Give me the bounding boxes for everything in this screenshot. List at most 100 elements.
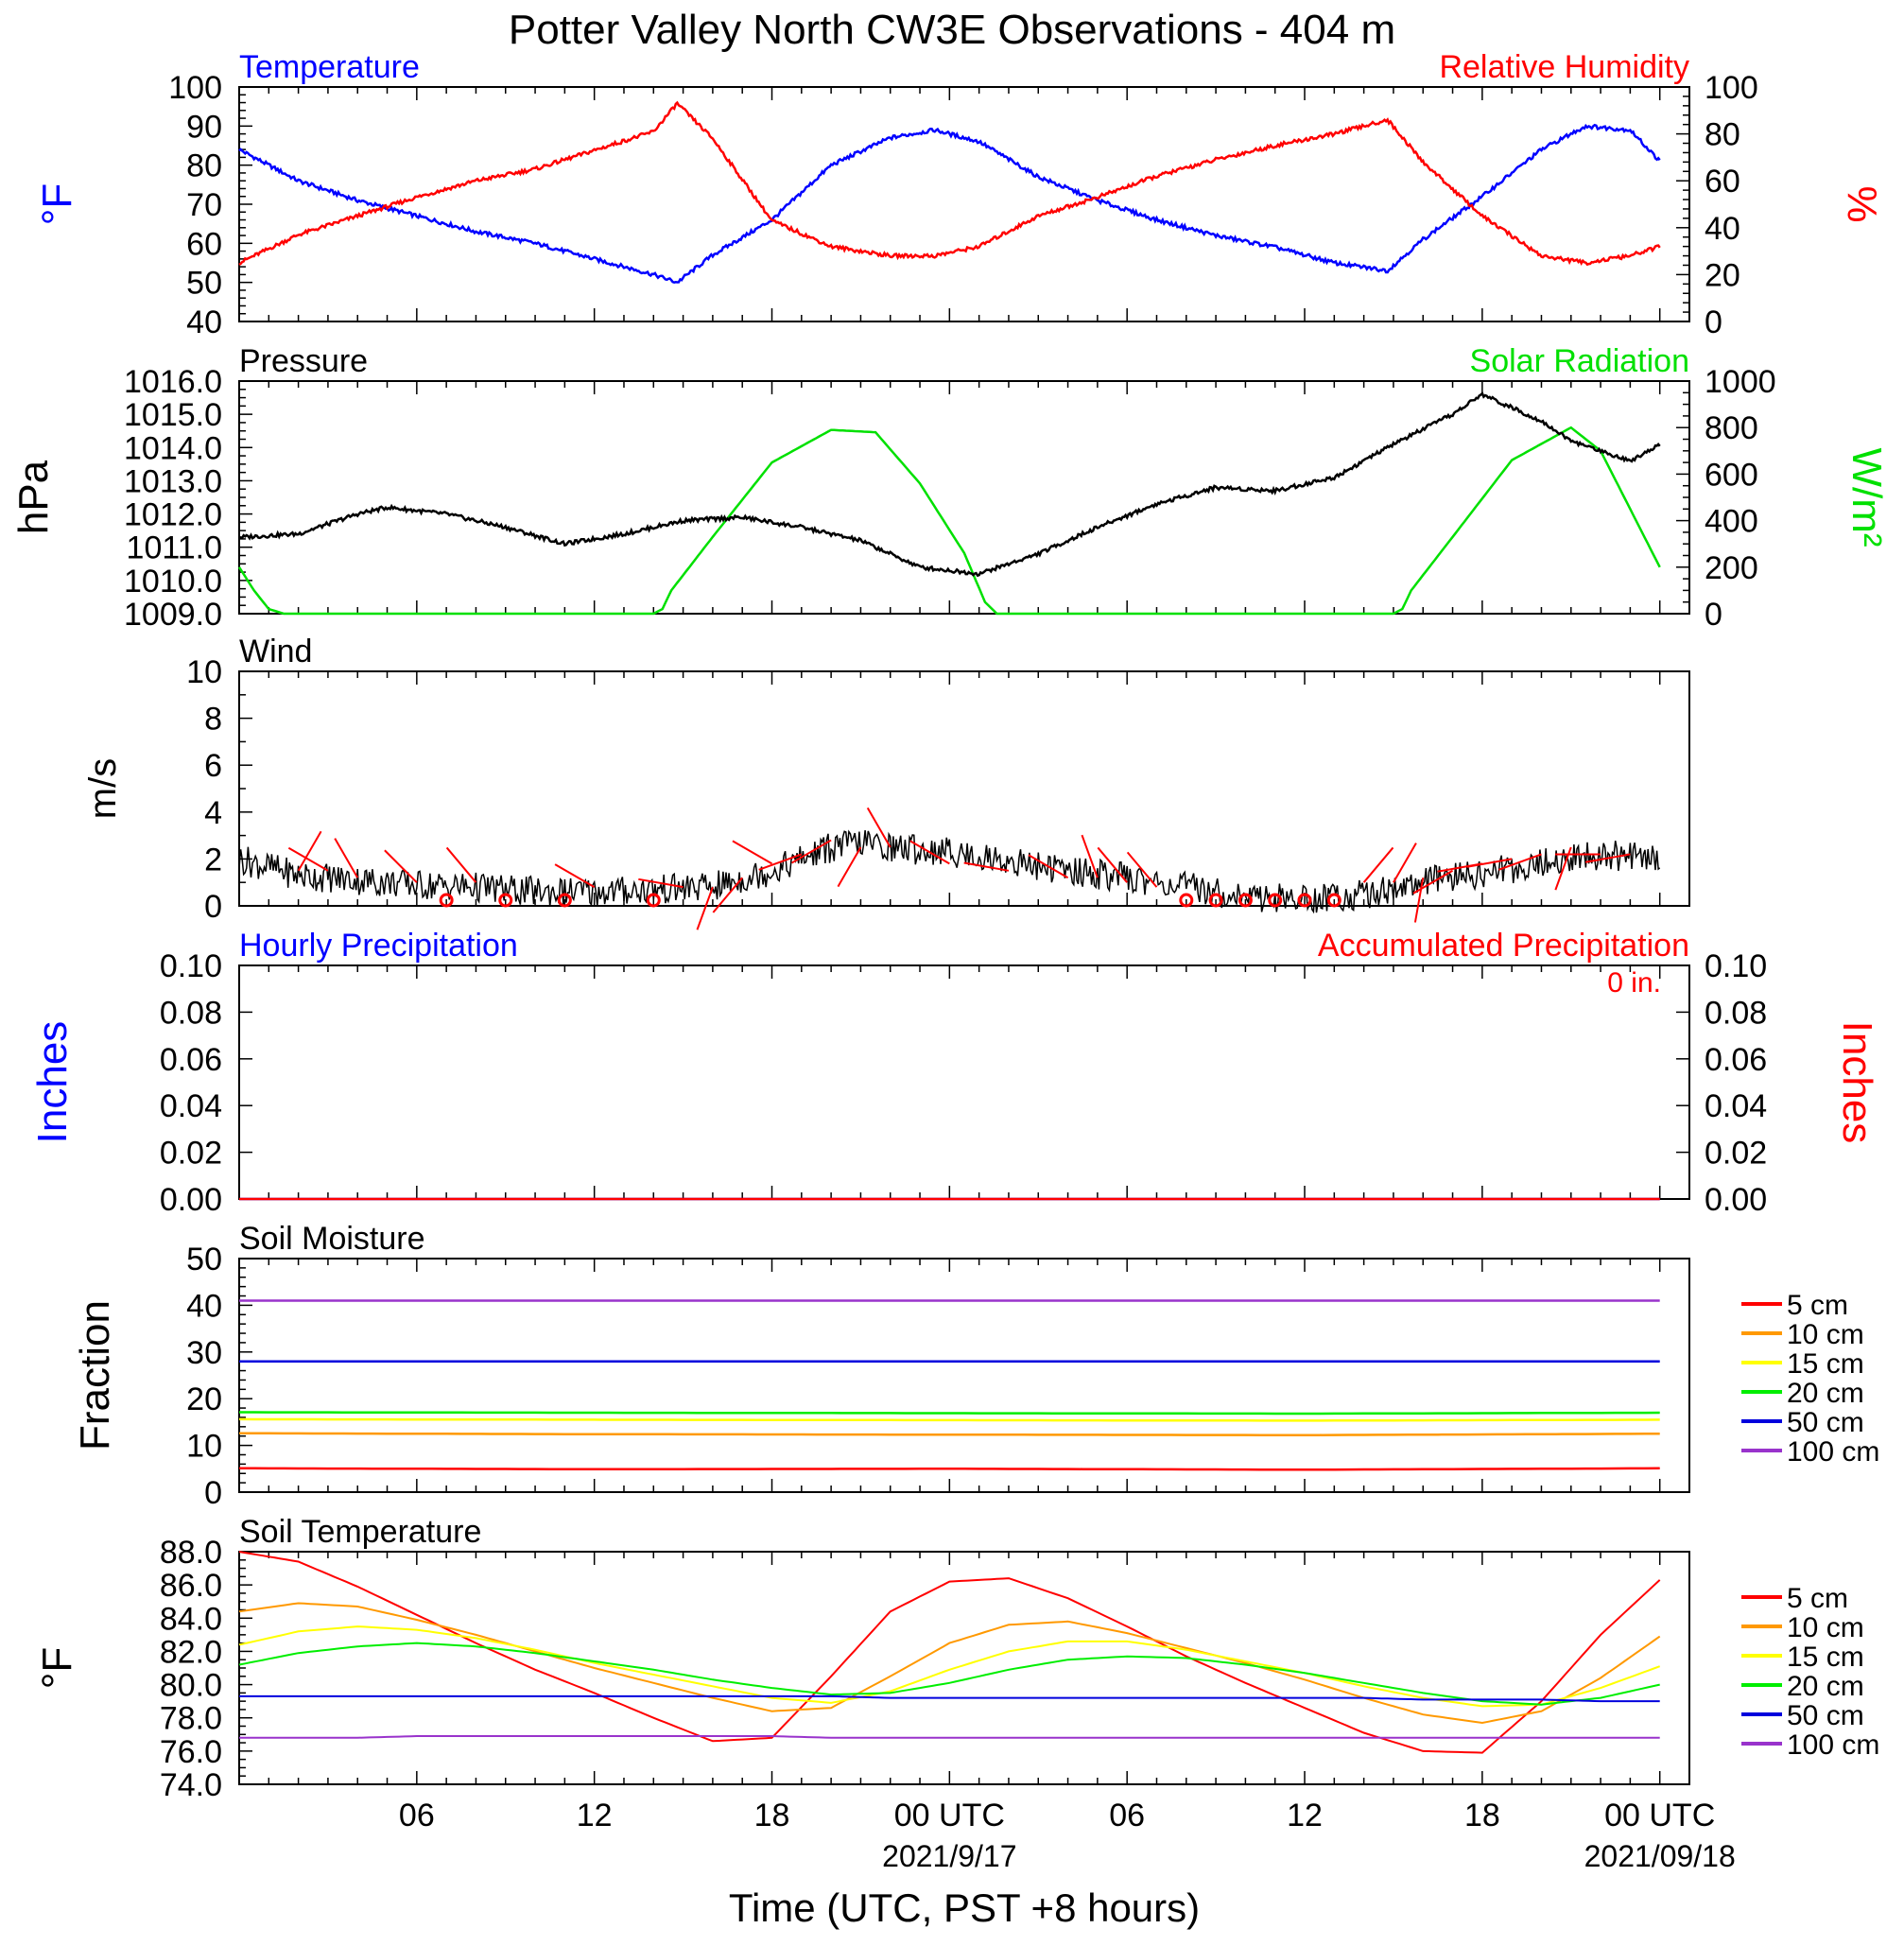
wind-barb: [1466, 858, 1513, 868]
panel-0-left-tick-label: 70: [186, 187, 222, 223]
soil-temperature-title: Soil Temperature: [239, 1514, 481, 1550]
wind-barb: [1498, 853, 1542, 871]
legend-label: 100 cm: [1787, 1436, 1879, 1468]
legend-label: 50 cm: [1787, 1407, 1864, 1438]
x-tick-label: 06: [399, 1798, 435, 1833]
panel-5-left-tick-label: 84.0: [160, 1601, 222, 1637]
wind-calm-circle: [498, 893, 513, 908]
panel-2-left-tick-label: 8: [204, 702, 222, 738]
panel-1-left-tick-label: 1013.0: [124, 463, 222, 499]
panel-4-left-tick-label: 30: [186, 1335, 222, 1371]
panel-1-right-tick-label: 1000: [1705, 364, 1776, 400]
wind-barb: [758, 853, 803, 871]
wind-barb: [1028, 854, 1069, 879]
panel-4-left-tick-label: 0: [204, 1475, 222, 1511]
wind-barb: [638, 877, 684, 889]
temperature-unit-label: °F: [34, 183, 80, 225]
soil-temperature-line-4: [239, 1694, 1660, 1703]
panel-1-left-tick-label: 1009.0: [124, 597, 222, 633]
panel-4-left-tick-label: 40: [186, 1288, 222, 1324]
wind-barb: [554, 863, 596, 889]
wind-calm-circle: [1268, 893, 1283, 908]
panel-1-right-tick-label: 600: [1705, 457, 1758, 493]
wind-calm-circle: [1297, 893, 1312, 908]
panel-1-right-tick-label: 200: [1705, 550, 1758, 586]
wind-calm-circle: [1238, 893, 1253, 908]
wind-calm-circle: [646, 893, 661, 908]
humidity-label: Relative Humidity: [1439, 49, 1689, 85]
wind-barb: [1097, 846, 1128, 883]
panel-1-left-tick-label: 1016.0: [124, 364, 222, 400]
wind-barb: [1362, 846, 1394, 883]
panel-3-left-tick-label: 0.00: [160, 1182, 222, 1218]
soil-moisture-line-3: [239, 1411, 1660, 1416]
panel-2-left-tick-label: 6: [204, 748, 222, 784]
panel-1-left-tick-label: 1010.0: [124, 564, 222, 599]
soil-temperature-line-3: [238, 1642, 1660, 1706]
panel-3-left-tick-label: 0.02: [160, 1136, 222, 1172]
panel-5-left-tick-label: 80.0: [160, 1668, 222, 1704]
chart-title: Potter Valley North CW3E Observations - …: [509, 7, 1395, 53]
legend-label: 5 cm: [1787, 1290, 1848, 1321]
panel-0-right-tick-label: 60: [1705, 164, 1740, 200]
panel-3-right-tick-label: 0.04: [1705, 1088, 1767, 1124]
wind-barb: [866, 807, 891, 848]
soil-moisture-line-0: [239, 1467, 1660, 1471]
panel-3-right-tick-label: 0.08: [1705, 995, 1767, 1031]
panel-0-right-tick-label: 80: [1705, 117, 1740, 153]
wind-barb: [445, 846, 477, 883]
wind-barb: [732, 840, 773, 865]
legend-label: 100 cm: [1787, 1729, 1879, 1761]
panel-0-right-tick-label: 0: [1705, 304, 1722, 340]
x-date-label: 2021/09/18: [1584, 1839, 1736, 1873]
wind-barb: [1584, 853, 1631, 863]
panel-3-right-tick-label: 0.00: [1705, 1182, 1767, 1218]
panel-1-right-tick-label: 800: [1705, 410, 1758, 446]
panel-0-left-tick-label: 60: [186, 226, 222, 262]
solar-radiation-line: [237, 426, 1661, 616]
wind-calm-circle: [439, 893, 454, 908]
panel-0-left-tick-label: 50: [186, 266, 222, 302]
wind-speed-line: [238, 829, 1661, 914]
panel-5-left-tick-label: 78.0: [160, 1701, 222, 1737]
wind-barb: [1413, 877, 1425, 923]
panel-5-left-tick-label: 76.0: [160, 1734, 222, 1770]
panel-5-left-tick-label: 88.0: [160, 1535, 222, 1571]
soil-temperature-line-1: [238, 1602, 1661, 1725]
wind-barb: [1126, 851, 1158, 888]
solar-unit-label: W/m²: [1843, 447, 1890, 547]
panel-4-left-tick-label: 10: [186, 1429, 222, 1465]
temperature-line: [238, 123, 1661, 284]
x-tick-label: 18: [1464, 1798, 1500, 1833]
wind-title: Wind: [239, 634, 312, 669]
panel-1-left-tick-label: 1011.0: [127, 530, 222, 566]
panel-4-left-tick-label: 50: [186, 1242, 222, 1277]
panel-2-left-tick-label: 2: [204, 842, 222, 877]
hourly-precip-unit-label: Inches: [29, 1021, 76, 1144]
panel-0-left-tick-label: 90: [186, 109, 222, 145]
panel-1-left-tick-label: 1012.0: [124, 497, 222, 533]
wind-calm-circle: [557, 893, 572, 908]
panel-3-left-tick-label: 0.06: [160, 1042, 222, 1078]
wind-barb: [1393, 843, 1417, 883]
legend-label: 5 cm: [1787, 1583, 1848, 1614]
wind-calm-circle: [1208, 893, 1223, 908]
soil-moisture-line-2: [238, 1417, 1660, 1422]
wind-barb: [837, 846, 862, 888]
wind-calm-circle: [1326, 893, 1341, 908]
legend-label: 20 cm: [1787, 1671, 1864, 1702]
panel-2-left-tick-label: 0: [204, 889, 222, 925]
temperature-label: Temperature: [239, 49, 420, 85]
panel-5-left-tick-label: 74.0: [160, 1767, 222, 1803]
x-date-label: 2021/9/17: [882, 1839, 1016, 1873]
wind-barb: [696, 886, 714, 930]
hourly-precip-label: Hourly Precipitation: [239, 928, 518, 964]
panel-0-right-tick-label: 40: [1705, 211, 1740, 247]
soil-temperature-line-5: [239, 1735, 1660, 1739]
legend-label: 50 cm: [1787, 1700, 1864, 1731]
panel-5-left-tick-label: 86.0: [160, 1568, 222, 1604]
